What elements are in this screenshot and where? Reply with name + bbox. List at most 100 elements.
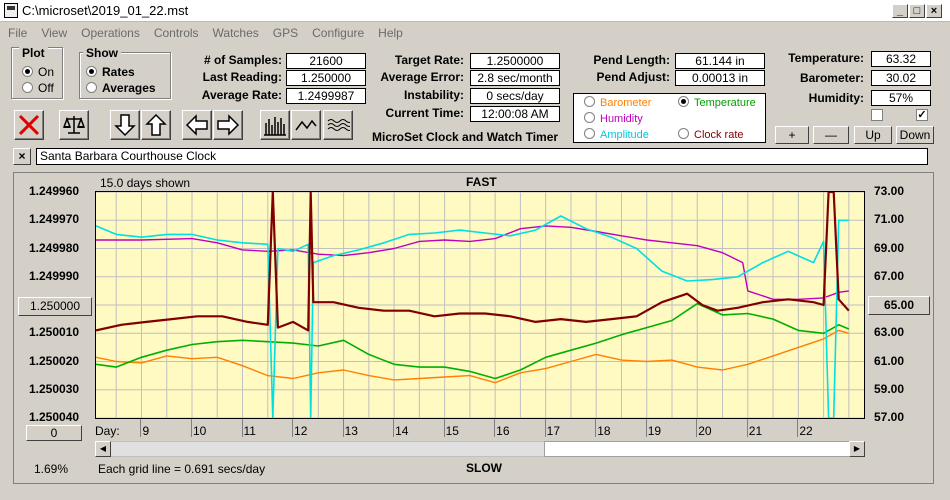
show-group-title: Show (83, 46, 121, 60)
radio-icon (678, 96, 689, 107)
menu-configure[interactable]: Configure (312, 26, 365, 40)
x-tick-label: 19 (647, 424, 662, 438)
up-arrow-button[interactable] (141, 110, 171, 140)
scroll-track-left[interactable] (111, 442, 544, 456)
minimize-button[interactable]: _ (892, 4, 908, 18)
clock-name-close-button[interactable]: × (13, 148, 31, 165)
scale-down-button[interactable]: Down (896, 126, 934, 144)
series-line-clock-rate (96, 192, 850, 332)
down-arrow-button[interactable] (110, 110, 140, 140)
maximize-button[interactable]: □ (909, 4, 925, 18)
legend-barometer[interactable]: Barometer (584, 96, 651, 109)
legend-amplitude[interactable]: Amplitude (584, 128, 649, 141)
plot-group-title: Plot (19, 46, 48, 60)
x-tick-mark (595, 419, 597, 437)
series-line-humidity (96, 225, 849, 301)
right-y-tick-label: 61.00 (874, 353, 905, 368)
humidity-label: Humidity: (808, 91, 864, 105)
radio-icon (86, 66, 97, 77)
close-button[interactable]: × (926, 4, 942, 18)
scroll-left-arrow-icon[interactable]: ◀ (95, 441, 111, 457)
series-line-temperature (96, 302, 850, 380)
scroll-thumb[interactable] (544, 441, 850, 457)
x-tick-mark (342, 419, 344, 437)
radio-icon (584, 128, 595, 139)
menu-operations[interactable]: Operations (81, 26, 140, 40)
left-y-tick-label: 1.249990 (29, 268, 80, 283)
x-tick-mark (494, 419, 496, 437)
balance-button[interactable] (59, 110, 89, 140)
pend-length-field: 61.144 in (675, 53, 765, 69)
right-checkbox[interactable]: ✓ (916, 109, 928, 121)
scale-up-button[interactable]: Up (854, 126, 892, 144)
menu-view[interactable]: View (41, 26, 68, 40)
left-arrow-button[interactable] (182, 110, 212, 140)
x-tick-label: 21 (748, 424, 763, 438)
title-bar: C:\microset\2019_01_22.mst _ □ × (0, 0, 950, 22)
scroll-right-arrow-icon[interactable]: ▶ (849, 441, 865, 457)
right-y-tick-label: 63.00 (874, 325, 905, 340)
radio-icon (22, 82, 33, 93)
red-x-icon (18, 114, 40, 136)
x-tick-label: 13 (344, 424, 358, 438)
menu-controls[interactable]: Controls (153, 26, 199, 40)
right-y-tick-label: 73.00 (874, 184, 905, 198)
left-axis-button[interactable]: 1.250000 (18, 297, 92, 316)
plot-on-radio[interactable]: On (22, 65, 54, 79)
average-error-field: 2.8 sec/month (470, 70, 560, 86)
bar-graph-icon (264, 117, 286, 136)
arrow-right-icon (217, 114, 240, 136)
humidity-field: 57% (871, 90, 931, 106)
x-tick-mark (393, 419, 395, 437)
radio-icon (678, 128, 689, 139)
x-tick-label: 22 (799, 424, 813, 438)
horizontal-scrollbar[interactable]: ◀ ▶ (95, 441, 865, 457)
average-rate-label: Average Rate: (201, 88, 282, 102)
arrow-left-icon (185, 114, 208, 136)
scale-icon (62, 116, 86, 134)
radio-icon (584, 112, 595, 123)
app-subtitle: MicroSet Clock and Watch Timer (372, 130, 559, 144)
legend-clock-rate[interactable]: Clock rate (678, 128, 744, 141)
arrow-down-icon (114, 114, 136, 137)
window-title: C:\microset\2019_01_22.mst (22, 3, 189, 18)
legend-humidity-label: Humidity (600, 113, 643, 125)
menu-help[interactable]: Help (378, 26, 403, 40)
wave-graph-button[interactable] (323, 110, 353, 140)
scale-plus-button[interactable]: + (775, 126, 809, 144)
line-graph-button[interactable] (291, 110, 321, 140)
legend-humidity[interactable]: Humidity (584, 112, 643, 125)
last-reading-field: 1.250000 (286, 70, 366, 86)
left-y-tick-label: 1.249960 (29, 184, 80, 198)
clock-name-input[interactable]: Santa Barbara Courthouse Clock (36, 148, 928, 165)
legend-temperature[interactable]: Temperature (678, 96, 756, 109)
left-checkbox[interactable] (871, 109, 883, 121)
show-rates-radio[interactable]: Rates (86, 65, 135, 79)
app-icon[interactable] (4, 3, 18, 18)
legend-amplitude-label: Amplitude (600, 129, 649, 141)
target-rate-field: 1.2500000 (470, 53, 560, 69)
x-tick-label: 17 (546, 424, 561, 438)
menu-file[interactable]: File (8, 26, 28, 40)
bottom-left-button[interactable]: 0 (26, 425, 82, 441)
menu-watches[interactable]: Watches (212, 26, 259, 40)
right-axis-button[interactable]: 65.00 (868, 296, 930, 315)
x-tick-mark (443, 419, 445, 437)
plot-area[interactable] (95, 191, 865, 419)
right-y-tick-label: 69.00 (874, 240, 905, 255)
bar-graph-button[interactable] (260, 110, 290, 140)
average-error-label: Average Error: (380, 70, 464, 84)
plot-off-radio[interactable]: Off (22, 81, 54, 95)
show-averages-radio[interactable]: Averages (86, 81, 156, 95)
barometer-field: 30.02 (871, 70, 931, 86)
left-y-tick-label: 1.250010 (29, 325, 80, 340)
barometer-label: Barometer: (799, 71, 864, 85)
current-time-field: 12:00:08 AM (470, 106, 560, 122)
right-y-tick-label: 71.00 (874, 212, 905, 227)
x-tick-mark (746, 419, 748, 437)
average-rate-field: 1.2499987 (286, 88, 366, 104)
clear-button[interactable] (14, 110, 44, 140)
menu-gps[interactable]: GPS (272, 26, 299, 40)
right-arrow-button[interactable] (213, 110, 243, 140)
scale-minus-button[interactable]: — (813, 126, 849, 144)
